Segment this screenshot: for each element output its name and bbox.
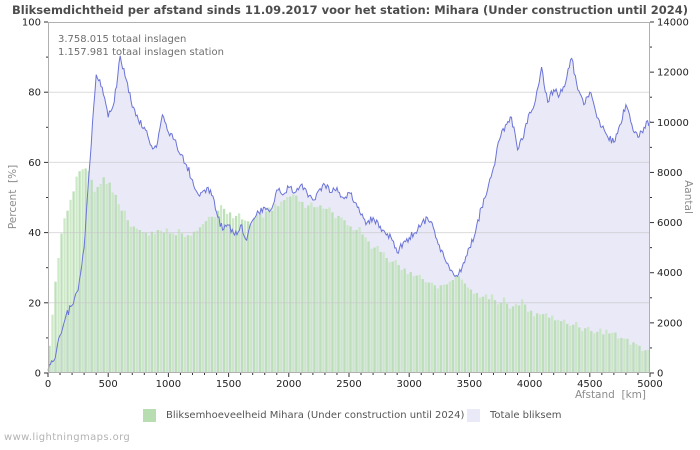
right-tick-label: 2000	[657, 318, 682, 329]
right-tick-label: 6000	[657, 218, 682, 229]
right-tick-label: 12000	[657, 68, 689, 79]
left-axis-label: Percent [%]	[7, 164, 19, 230]
right-tick-label: 0	[657, 369, 663, 380]
right-tick-label: 8000	[657, 168, 682, 179]
x-tick-label: 2500	[336, 379, 361, 390]
left-tick-label: 80	[28, 88, 41, 99]
legend-label-total: Totale bliksem	[490, 409, 562, 421]
annotation-station-strikes: 1.157.981 totaal inslagen station	[58, 47, 224, 58]
right-tick-label: 10000	[657, 118, 689, 129]
left-tick-label: 60	[28, 158, 41, 169]
right-tick-label: 14000	[657, 18, 689, 29]
x-tick-label: 3500	[457, 379, 482, 390]
legend-swatch-green	[143, 408, 156, 422]
x-tick-label: 4500	[577, 379, 602, 390]
right-axis-label: Aantal	[682, 180, 694, 214]
chart-title: Bliksemdichtheid per afstand sinds 11.09…	[12, 3, 688, 17]
left-tick-label: 100	[22, 18, 41, 29]
left-tick-label: 0	[35, 369, 41, 380]
x-axis-label: Afstand [km]	[574, 389, 646, 401]
watermark: www.lightningmaps.org	[4, 432, 131, 443]
legend-label-station: Bliksemhoeveelheid Mihara (Under constru…	[166, 409, 465, 421]
x-tick-label: 500	[99, 379, 118, 390]
legend-item-total: Totale bliksem	[467, 408, 561, 422]
x-tick-label: 4000	[517, 379, 542, 390]
legend-swatch-lavender	[467, 408, 480, 422]
x-tick-label: 3000	[396, 379, 421, 390]
legend-item-station: Bliksemhoeveelheid Mihara (Under constru…	[143, 408, 464, 422]
left-tick-label: 40	[28, 228, 41, 239]
x-tick-label: 1500	[216, 379, 241, 390]
right-tick-label: 4000	[657, 268, 682, 279]
x-tick-label: 2000	[276, 379, 301, 390]
left-tick-label: 20	[28, 298, 41, 309]
x-tick-label: 5000	[637, 379, 662, 390]
x-tick-label: 0	[45, 379, 51, 390]
x-tick-label: 1000	[156, 379, 181, 390]
annotation-total-strikes: 3.758.015 totaal inslagen	[58, 34, 187, 45]
